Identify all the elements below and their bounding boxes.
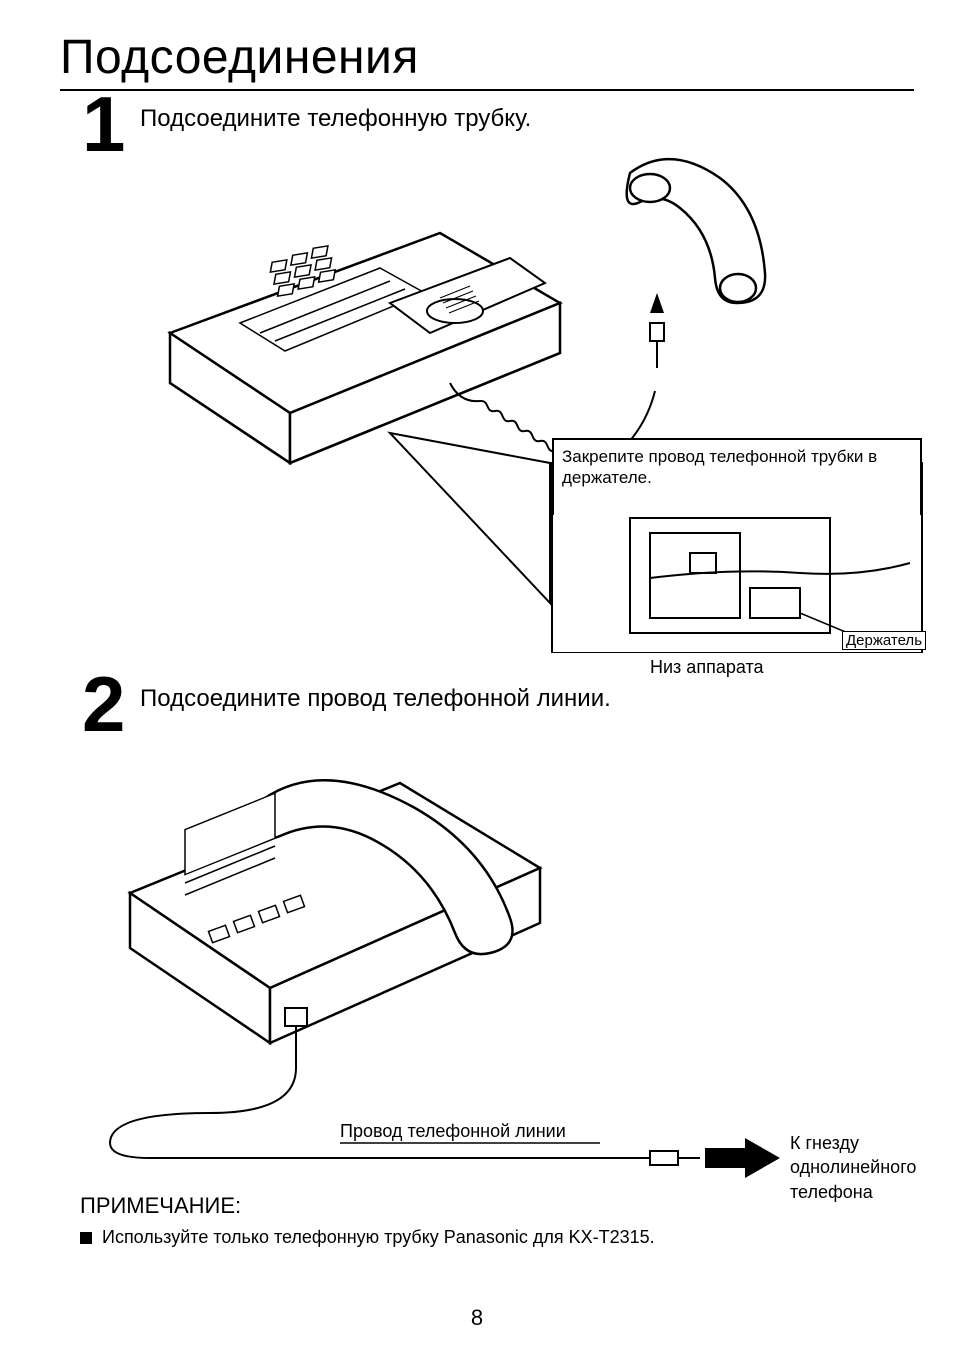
bullet-icon	[80, 1232, 92, 1244]
step-1: 1 Подсоедините телефонную трубку.	[90, 103, 914, 653]
manual-page: Подсоединения 1 Подсоедините телефонную …	[0, 0, 954, 1351]
holder-label: Держатель	[842, 631, 926, 650]
page-title: Подсоединения	[60, 30, 914, 85]
note-section: ПРИМЕЧАНИЕ: Используйте только телефонну…	[60, 1193, 914, 1248]
step-2-text: Подсоедините провод телефонной линии.	[140, 683, 914, 713]
jack-arrow-label: К гнезду однолинейного телефона	[790, 1131, 950, 1204]
step-1-callout: Закрепите провод телефонной трубки в дер…	[552, 438, 922, 515]
step-1-callout-text: Закрепите провод телефонной трубки в дер…	[554, 440, 920, 489]
bottom-of-unit-label: Низ аппарата	[650, 657, 764, 678]
step-2-svg	[90, 713, 950, 1183]
step-1-svg	[90, 133, 950, 653]
note-heading: ПРИМЕЧАНИЕ:	[80, 1193, 914, 1219]
note-body-line: Используйте только телефонную трубку Pan…	[80, 1227, 914, 1248]
step-1-text: Подсоедините телефонную трубку.	[140, 103, 914, 133]
page-number: 8	[0, 1305, 954, 1331]
step-2: 2 Подсоедините провод телефонной линии.	[90, 683, 914, 1183]
line-cord-label: Провод телефонной линии	[340, 1121, 566, 1142]
step-1-diagram: Закрепите провод телефонной трубки в дер…	[90, 133, 914, 653]
note-body-text: Используйте только телефонную трубку Pan…	[102, 1227, 655, 1247]
title-underline	[60, 89, 914, 91]
step-2-diagram: Провод телефонной линии К гнезду однолин…	[90, 713, 914, 1183]
